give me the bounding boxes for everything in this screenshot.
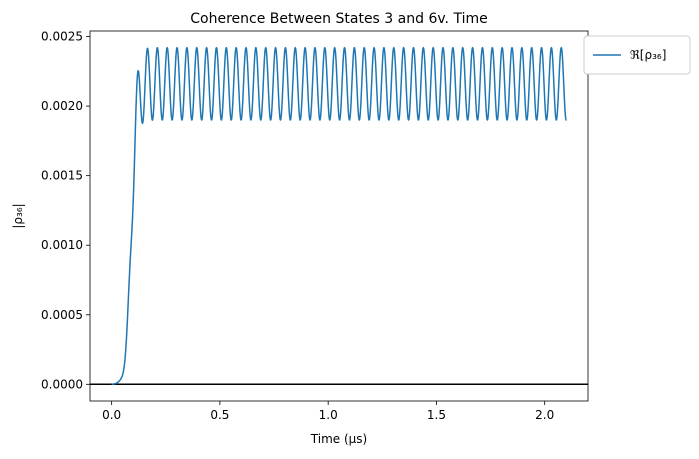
y-tick-label: 0.0020 xyxy=(41,99,83,113)
axis-ticks: 0.0 0.5 1.0 1.5 2.0 0.0000 0.0005 0.0010 0.0015 0… xyxy=(41,30,554,422)
x-tick-label: 1.0 xyxy=(319,408,338,422)
y-tick-label: 0.0000 xyxy=(41,377,83,391)
chart-title: Coherence Between States 3 and 6v. Time xyxy=(190,11,487,27)
y-tick-label: 0.0015 xyxy=(41,169,83,183)
legend: ℜ[ρ₃₆] xyxy=(583,35,691,75)
legend-entry-label: ℜ[ρ₃₆] xyxy=(630,48,666,62)
axes-frame xyxy=(89,30,589,402)
x-tick-label: 1.5 xyxy=(427,408,446,422)
y-tick-label: 0.0005 xyxy=(41,308,83,322)
y-tick-label: 0.0025 xyxy=(41,30,83,44)
x-tick-label: 0.5 xyxy=(210,408,229,422)
y-axis-title: |ρ₃₆| xyxy=(11,203,25,228)
y-tick-label: 0.0010 xyxy=(41,238,83,252)
plot-area xyxy=(89,30,589,402)
x-tick-label: 2.0 xyxy=(535,408,554,422)
x-tick-label: 0.0 xyxy=(102,408,121,422)
x-axis-title: Time (μs) xyxy=(310,432,367,446)
series-line-0 xyxy=(111,46,567,385)
legend-box xyxy=(583,35,691,75)
